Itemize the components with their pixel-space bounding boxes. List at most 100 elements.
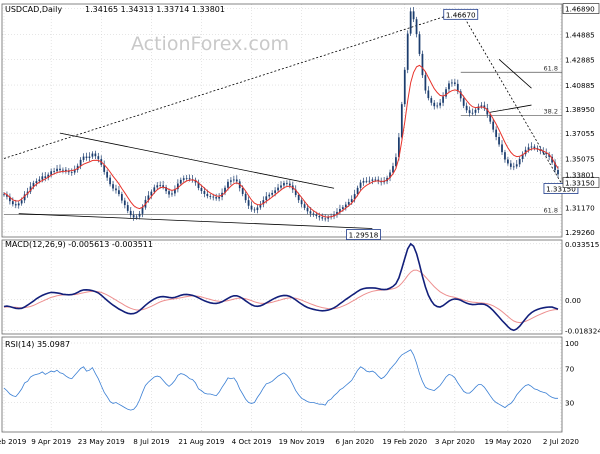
candle-body	[56, 168, 58, 172]
candle-body	[409, 11, 412, 34]
candle-body	[300, 200, 303, 205]
candle-body	[412, 11, 415, 20]
candle-body	[365, 180, 368, 182]
price-tick-label: 1.38950	[565, 105, 595, 114]
candle-body	[359, 182, 362, 188]
price-tick-label: 1.40885	[565, 81, 595, 90]
price-annotation-label: 1.33150	[546, 185, 576, 194]
price-panel-title: USDCAD,Daily	[5, 5, 62, 14]
candle-body	[356, 187, 359, 195]
candle-body	[47, 174, 50, 178]
candle-body	[277, 187, 279, 191]
candle-body	[44, 176, 47, 178]
macd-tick-label: -0.018324	[565, 326, 600, 335]
x-tick-label: 19 Feb 2020	[382, 437, 427, 446]
macd-panel-frame	[1, 239, 563, 335]
candle-body	[141, 207, 144, 214]
trendline-lower	[490, 104, 532, 113]
rsi-tick-label: 70	[565, 365, 575, 374]
macd-tick-label: 0.033515	[565, 240, 599, 249]
candle-body	[115, 188, 117, 191]
candle-body	[353, 194, 356, 200]
candle-body	[168, 191, 170, 195]
candle-body	[188, 178, 191, 180]
candle-body	[29, 186, 32, 192]
candle-body	[521, 154, 524, 159]
candle-body	[35, 181, 38, 184]
candle-body	[11, 201, 14, 205]
price-tick-label: 1.33150	[565, 179, 595, 188]
candle-body	[232, 179, 235, 181]
candle-body	[50, 171, 53, 175]
candle-body	[123, 200, 126, 206]
candle-body	[342, 207, 344, 210]
candle-body	[442, 96, 444, 103]
candle-body	[206, 193, 209, 197]
candle-body	[527, 147, 530, 150]
candle-body	[23, 194, 26, 201]
candle-body	[321, 217, 324, 219]
candle-body	[297, 194, 300, 201]
candle-body	[486, 108, 489, 115]
candle-body	[176, 183, 179, 190]
candle-body	[465, 105, 468, 111]
candle-body	[209, 196, 212, 197]
candle-body	[106, 171, 109, 178]
candle-body	[138, 213, 141, 217]
candle-body	[97, 156, 100, 160]
candle-body	[150, 191, 153, 196]
candle-body	[3, 194, 5, 196]
candle-body	[554, 162, 556, 171]
candle-body	[524, 149, 527, 155]
candle-body	[557, 170, 559, 175]
price-annotation-box	[543, 183, 579, 194]
rsi-panel-frame	[1, 336, 563, 433]
candle-body	[256, 207, 259, 211]
candle-body	[545, 152, 548, 155]
candle-body	[6, 194, 8, 197]
candle-body	[336, 211, 338, 215]
candle-body	[109, 177, 111, 185]
candle-body	[350, 199, 353, 203]
price-tick-label: 1.44885	[565, 30, 595, 39]
candle-body	[415, 19, 418, 35]
rsi-tick-label: 100	[565, 339, 579, 348]
x-tick-label: 2 Jul 2020	[543, 437, 580, 446]
candle-body	[265, 196, 268, 201]
candle-body	[518, 158, 521, 165]
rsi-panel-title: RSI(14) 35.0987	[5, 340, 70, 349]
candle-body	[197, 182, 200, 188]
candle-body	[400, 104, 403, 138]
candle-body	[203, 191, 206, 194]
candle-body	[271, 192, 274, 195]
candle-body	[462, 98, 465, 106]
candle-body	[230, 180, 232, 182]
candle-body	[347, 202, 350, 205]
price-panel-frame	[1, 3, 563, 238]
candle-body	[474, 109, 477, 113]
candle-body	[551, 156, 553, 163]
candle-body	[224, 187, 226, 193]
candle-body	[306, 207, 309, 212]
candle-body	[132, 215, 135, 218]
candle-body	[445, 89, 447, 97]
rsi-tick-label: 30	[565, 399, 575, 408]
candle-body	[200, 187, 203, 192]
candle-body	[126, 205, 129, 211]
x-tick-label: 4 Oct 2019	[232, 437, 272, 446]
candle-body	[212, 196, 215, 198]
candle-body	[344, 204, 347, 208]
candle-body	[159, 185, 162, 187]
price-highlight-box	[562, 177, 600, 188]
candle-body	[262, 200, 265, 205]
x-tick-label: 3 Apr 2020	[435, 437, 475, 446]
candle-body	[253, 209, 256, 211]
rsi-line	[3, 349, 558, 411]
candle-body	[389, 172, 391, 178]
x-tick-label: 19 May 2020	[484, 437, 531, 446]
fib-level-label: 61.8	[544, 64, 558, 72]
candle-body	[507, 159, 509, 164]
candle-body	[374, 179, 377, 181]
candle-body	[135, 216, 138, 218]
